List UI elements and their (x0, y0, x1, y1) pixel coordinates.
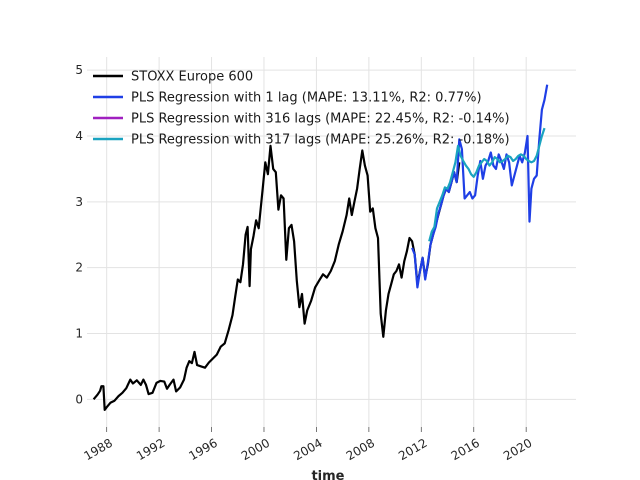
x-axis-title: time (311, 469, 344, 480)
legend-label-0: STOXX Europe 600 (131, 70, 253, 85)
legend-label-2: PLS Regression with 316 lags (MAPE: 22.4… (131, 112, 510, 127)
series-line-3 (428, 127, 546, 242)
x-axis-ticks: 1988 1992 1996 2000 2004 2008 2012 2016 2020 (82, 427, 534, 463)
x-tick-label: 2012 (396, 436, 429, 463)
y-tick-label: 0 (75, 392, 83, 406)
x-tick-label: 1996 (186, 436, 219, 463)
x-tick-label: 2020 (501, 436, 534, 463)
legend: STOXX Europe 600 PLS Regression with 1 la… (93, 70, 510, 148)
legend-label-1: PLS Regression with 1 lag (MAPE: 13.11%,… (131, 91, 482, 106)
x-tick-label: 2004 (291, 436, 324, 463)
x-tick-label: 2000 (239, 436, 272, 463)
x-tick-label: 2008 (344, 436, 377, 463)
y-tick-label: 1 (75, 327, 83, 341)
series-line-1 (411, 84, 549, 289)
x-tick-label: 2016 (449, 436, 482, 463)
y-tick-label: 5 (75, 63, 83, 77)
series-layer (92, 84, 549, 411)
y-tick-label: 3 (75, 195, 83, 209)
y-axis-ticks: 0 1 2 3 4 5 (75, 63, 83, 406)
legend-label-3: PLS Regression with 317 lags (MAPE: 25.2… (131, 133, 510, 148)
y-tick-label: 4 (75, 129, 83, 143)
grid (87, 57, 576, 427)
x-tick-label: 1988 (82, 436, 115, 463)
series-line-0 (92, 144, 461, 411)
y-tick-label: 2 (75, 261, 83, 275)
x-tick-label: 1992 (134, 436, 167, 463)
